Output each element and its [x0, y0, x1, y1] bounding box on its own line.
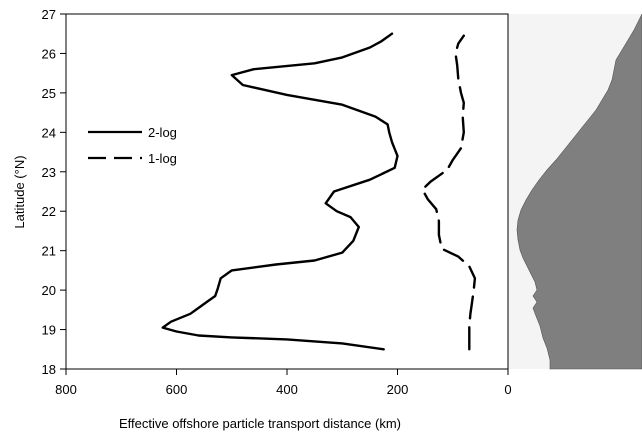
x-tick-label: 200: [387, 382, 409, 397]
x-axis: 800 600 400 200 0: [55, 369, 512, 397]
series-line-2-log: [161, 32, 399, 351]
y-tick-label: 25: [42, 86, 56, 101]
series-layer: [161, 32, 477, 351]
x-tick-label: 600: [166, 382, 188, 397]
x-tick-label: 800: [55, 382, 77, 397]
y-axis-title: Latitude (°N): [12, 155, 27, 228]
y-tick-label: 22: [42, 204, 56, 219]
y-tick-label: 26: [42, 46, 56, 61]
y-tick-label: 27: [42, 7, 56, 22]
x-tick-label: 400: [276, 382, 298, 397]
legend-label-2-log: 2-log: [148, 125, 177, 140]
y-tick-label: 19: [42, 323, 56, 338]
y-tick-label: 18: [42, 362, 56, 377]
map-panel: [508, 13, 642, 370]
x-tick-label: 0: [504, 382, 511, 397]
y-tick-label: 23: [42, 165, 56, 180]
y-tick-label: 21: [42, 244, 56, 259]
series-line-1-log: [421, 34, 477, 351]
legend-label-1-log: 1-log: [148, 151, 177, 166]
y-tick-label: 24: [42, 125, 56, 140]
plot-frame: [65, 13, 509, 370]
map-land: [516, 13, 642, 370]
y-axis: 18 19 20 21 22 23 24 25 26 27: [42, 7, 66, 377]
x-axis-title: Effective offshore particle transport di…: [119, 416, 401, 431]
legend: 2-log 1-log: [88, 125, 177, 166]
y-tick-label: 20: [42, 283, 56, 298]
